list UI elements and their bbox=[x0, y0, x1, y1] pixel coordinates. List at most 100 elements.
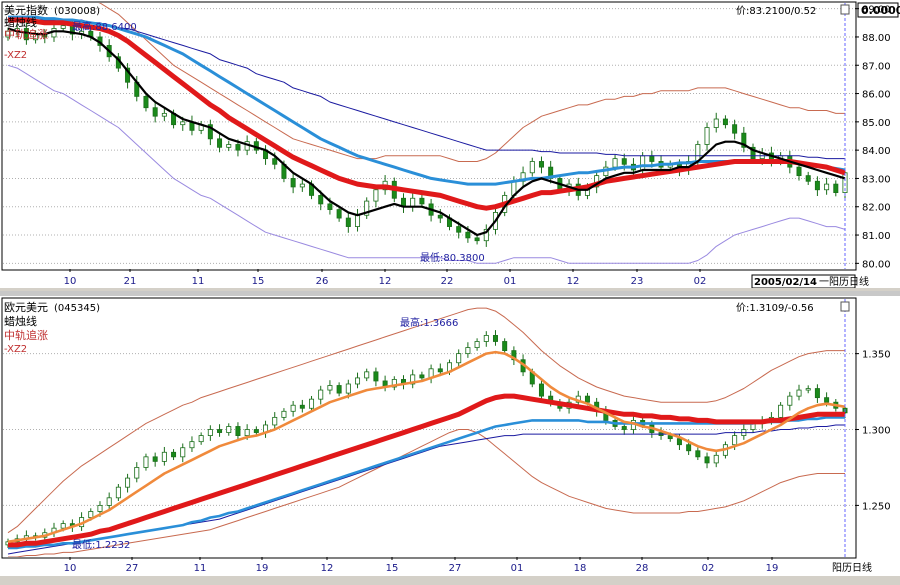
y-tick-label: 87.00 bbox=[862, 61, 891, 72]
eur-high-label: 最高:1.3666 bbox=[400, 316, 458, 329]
panel-divider[interactable] bbox=[0, 291, 900, 296]
candle bbox=[584, 395, 590, 403]
x-tick-label: 12 bbox=[567, 276, 580, 287]
candle bbox=[814, 388, 820, 399]
x-tick-label: 19 bbox=[766, 563, 779, 574]
candle bbox=[327, 385, 333, 391]
eur-low-label: 最低:1.2232 bbox=[72, 538, 130, 551]
x-tick-label: 10 bbox=[64, 276, 77, 287]
eur-pin-icon[interactable] bbox=[840, 301, 850, 312]
candle bbox=[143, 456, 149, 468]
candle bbox=[419, 197, 425, 205]
candle bbox=[483, 335, 489, 342]
top-scroll-strip[interactable] bbox=[0, 288, 900, 291]
x-tick-label: 18 bbox=[574, 563, 587, 574]
usd-code: (030008) bbox=[54, 6, 100, 17]
y-tick-label: 88.00 bbox=[862, 33, 891, 44]
candle bbox=[299, 404, 305, 409]
usd-panel: 美元指数 (030008) 蜡烛线 中轨追涨 -XZ2 最高:88.6400 最… bbox=[1, 0, 900, 289]
candle bbox=[649, 155, 655, 162]
usd-title: 美元指数 bbox=[4, 3, 48, 17]
candle bbox=[621, 426, 627, 430]
usd-pin-icon[interactable] bbox=[840, 4, 850, 15]
candle bbox=[106, 497, 112, 506]
candle bbox=[373, 371, 379, 382]
candle bbox=[180, 447, 186, 458]
candle bbox=[474, 237, 480, 242]
candle bbox=[217, 138, 223, 148]
candle bbox=[226, 144, 232, 148]
candle bbox=[732, 435, 738, 446]
candle bbox=[198, 435, 204, 443]
usd-plot-area[interactable] bbox=[3, 0, 855, 269]
y-tick-label: 1.350 bbox=[862, 350, 891, 361]
candle bbox=[309, 398, 315, 409]
bottom-scroll-strip[interactable] bbox=[0, 576, 900, 585]
usd-legend-candle: 蜡烛线 bbox=[4, 15, 37, 29]
candle bbox=[336, 385, 342, 394]
candle bbox=[152, 456, 158, 462]
candle bbox=[244, 429, 250, 436]
x-tick-label: 12 bbox=[379, 276, 392, 287]
eur-plot-frame bbox=[1, 297, 857, 559]
candle bbox=[640, 155, 646, 171]
candle bbox=[152, 107, 158, 117]
candle bbox=[299, 183, 305, 188]
y-tick-label: 80.00 bbox=[862, 259, 891, 270]
candle bbox=[814, 180, 820, 191]
usd-calendar-label: 一阳历日线 bbox=[819, 275, 869, 288]
usd-date-label: 2005/02/14 bbox=[754, 277, 817, 288]
series-line-ma-mid bbox=[8, 17, 846, 211]
candle bbox=[667, 435, 673, 440]
candle bbox=[345, 383, 351, 394]
y-tick-label: 82.00 bbox=[862, 203, 891, 214]
y-tick-label: 1.250 bbox=[862, 501, 891, 512]
x-tick-label: 27 bbox=[449, 563, 462, 574]
candle bbox=[290, 178, 296, 188]
usd-price-box bbox=[857, 2, 899, 18]
candle bbox=[704, 127, 710, 145]
candle bbox=[750, 146, 756, 160]
series-line-band-lower bbox=[7, 64, 846, 264]
candle bbox=[704, 456, 710, 464]
candle bbox=[207, 429, 213, 436]
eur-legend-ma: 中轨追涨 bbox=[4, 328, 48, 342]
candle bbox=[465, 231, 471, 239]
candle bbox=[456, 226, 462, 233]
candle bbox=[833, 183, 839, 193]
candle bbox=[612, 158, 618, 168]
series-line-band-upper bbox=[7, 307, 845, 534]
series-line-band-lower bbox=[8, 429, 845, 557]
candle bbox=[115, 486, 121, 499]
eur-x-axis: 10 27 11 19 12 15 27 01 18 28 02 19 bbox=[64, 557, 779, 574]
candle bbox=[143, 95, 149, 109]
eur-plot-area[interactable] bbox=[3, 299, 855, 557]
candle bbox=[217, 429, 223, 433]
candle bbox=[253, 429, 259, 433]
usd-plot-frame bbox=[1, 1, 857, 271]
candle bbox=[713, 454, 719, 464]
candle bbox=[741, 132, 747, 148]
candle bbox=[722, 118, 728, 126]
candle bbox=[355, 377, 361, 385]
eur-panel: 欧元美元 (045345) 蜡烛线 中轨追涨 -XZ2 最高:1.3666 最低… bbox=[1, 297, 891, 574]
candle bbox=[134, 467, 140, 479]
candle bbox=[410, 374, 416, 385]
candle bbox=[805, 388, 811, 391]
y-tick-label: 84.00 bbox=[862, 146, 891, 157]
candle bbox=[502, 341, 508, 351]
candle bbox=[281, 410, 287, 418]
candle bbox=[529, 161, 535, 174]
candle bbox=[364, 371, 370, 379]
candle bbox=[226, 426, 232, 433]
candle bbox=[272, 158, 278, 165]
candle bbox=[60, 523, 66, 529]
eur-y-axis: 1.250 1.300 1.350 bbox=[855, 350, 891, 512]
candle bbox=[492, 335, 498, 342]
candle bbox=[732, 124, 738, 134]
candle bbox=[824, 397, 830, 403]
x-tick-label: 11 bbox=[192, 276, 205, 287]
candle bbox=[235, 144, 241, 151]
